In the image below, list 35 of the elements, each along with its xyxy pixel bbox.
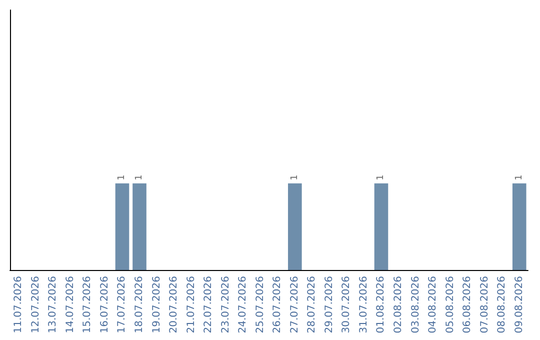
x-tick-label: 12.07.2026 bbox=[30, 276, 42, 334]
x-tick-label: 30.07.2026 bbox=[341, 276, 352, 334]
x-tick-label: 07.08.2026 bbox=[479, 276, 490, 334]
x-tick-label: 08.08.2026 bbox=[496, 276, 508, 334]
x-tick-label: 17.07.2026 bbox=[116, 276, 128, 334]
x-tick-label: 27.07.2026 bbox=[289, 276, 300, 334]
x-tick-label: 18.07.2026 bbox=[134, 276, 145, 334]
x-tick-label: 24.07.2026 bbox=[238, 276, 249, 334]
x-tick-label: 01.08.2026 bbox=[376, 276, 387, 334]
x-tick-label: 26.07.2026 bbox=[272, 276, 284, 334]
x-tick-label: 06.08.2026 bbox=[462, 276, 474, 334]
x-tick-label: 22.07.2026 bbox=[203, 276, 214, 334]
x-tick-label: 31.07.2026 bbox=[358, 276, 370, 334]
x-tick-label: 09.08.2026 bbox=[514, 276, 525, 334]
x-tick-label: 28.07.2026 bbox=[306, 276, 318, 334]
x-tick-label: 25.07.2026 bbox=[254, 276, 266, 334]
data-label: 1 bbox=[514, 174, 524, 180]
x-tick-label: 23.07.2026 bbox=[220, 276, 232, 334]
x-tick-label: 20.07.2026 bbox=[168, 276, 180, 334]
x-tick-label: 03.08.2026 bbox=[410, 276, 422, 334]
x-tick-label: 29.07.2026 bbox=[324, 276, 335, 334]
x-tick-label: 14.07.2026 bbox=[64, 276, 76, 334]
x-tick-label: 13.07.2026 bbox=[48, 276, 59, 334]
data-label: 1 bbox=[290, 174, 300, 180]
x-tick-label: 21.07.2026 bbox=[186, 276, 197, 334]
x-tick-label: 16.07.2026 bbox=[99, 276, 110, 334]
data-label: 1 bbox=[376, 174, 386, 180]
x-tick-label: 02.08.2026 bbox=[393, 276, 404, 334]
x-tick-label: 05.08.2026 bbox=[444, 276, 456, 334]
x-tick-label: 04.08.2026 bbox=[428, 276, 439, 334]
data-label: 1 bbox=[134, 174, 144, 180]
x-tick-label: 19.07.2026 bbox=[151, 276, 162, 334]
x-tick-label: 15.07.2026 bbox=[82, 276, 94, 334]
x-tick-label: 11.07.2026 bbox=[13, 276, 24, 334]
data-label: 1 bbox=[117, 174, 128, 180]
